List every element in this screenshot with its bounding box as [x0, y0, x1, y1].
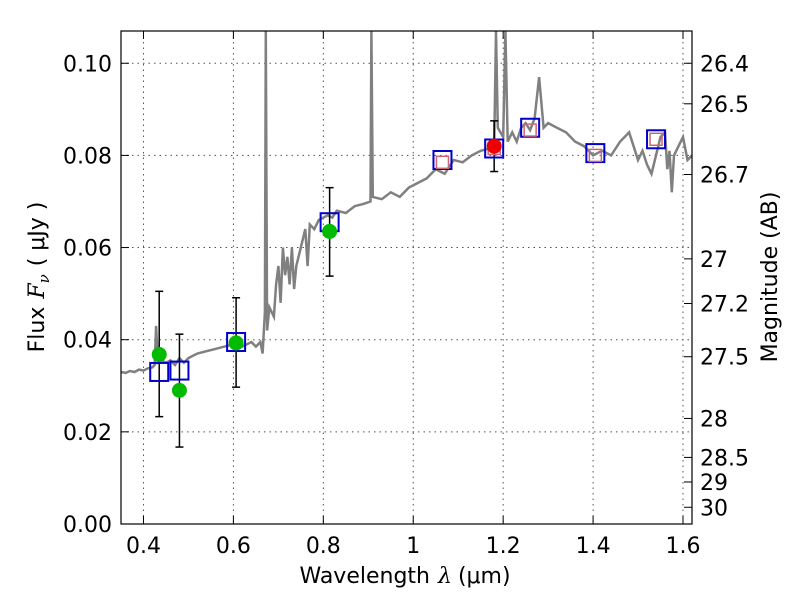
y-axis-ticks: 0.00 0.02 0.04 0.06 0.08 0.10: [63, 52, 129, 538]
x-tick-label: 0.6: [216, 534, 251, 559]
x-tick-label: 1: [406, 534, 420, 559]
plot-frame: [120, 30, 693, 525]
x-tick-label: 1.2: [486, 534, 521, 559]
grid-lines: [121, 31, 692, 525]
y-tick-label: 0.04: [63, 329, 112, 354]
y-tick-label: 0.08: [63, 144, 112, 169]
y-tick-label: 0.02: [63, 421, 112, 446]
magnitude-tick-label: 27.2: [700, 292, 749, 317]
x-tick-label: 1.6: [666, 534, 701, 559]
measured-point: [228, 335, 244, 351]
measured-point: [322, 223, 338, 239]
model-band-square: [169, 360, 190, 381]
magnitude-tick-label: 26.4: [700, 52, 749, 77]
magnitude-tick-label: 30: [700, 496, 728, 521]
pink-squares: [435, 123, 663, 170]
magnitude-tick-label: 28.5: [700, 446, 749, 471]
magnitude-tick-label: 28: [700, 407, 728, 432]
y-tick-label: 0.06: [63, 237, 112, 262]
y-tick-label: 0.10: [63, 52, 112, 77]
x-axis-ticks: 0.4 0.6 0.8 1 1.2 1.4 1.6: [126, 31, 701, 559]
y-tick-label: 0.00: [63, 513, 112, 538]
y-axis-label: FluxFν( μJy ): [25, 202, 53, 353]
pink-square: [588, 148, 603, 163]
x-tick-label: 0.4: [126, 534, 161, 559]
magnitude-tick-label: 26.5: [700, 93, 749, 118]
x-axis-label: Wavelength λ (μm): [299, 564, 510, 589]
x-tick-label: 0.8: [306, 534, 341, 559]
magnitude-tick-label: 26.7: [700, 163, 749, 188]
magnitude-tick-label: 27: [700, 248, 728, 273]
measured-point: [171, 382, 187, 398]
magnitude-tick-label: 27.5: [700, 346, 749, 371]
x-tick-label: 1.4: [576, 534, 611, 559]
magnitude-tick-label: 29: [700, 471, 728, 496]
model-band-squares: [149, 117, 667, 382]
model-spectrum-line: [121, 31, 692, 375]
measured-points: [151, 138, 502, 398]
magnitude-axis-label: Magnitude (AB): [758, 192, 783, 363]
model-band-square: [226, 332, 247, 353]
pink-square: [435, 155, 450, 170]
measured-point-red: [486, 138, 502, 154]
pink-square: [649, 132, 663, 147]
measured-point: [151, 346, 167, 362]
model-band-square: [149, 361, 170, 382]
model-band-square: [646, 129, 667, 150]
pink-square: [523, 123, 537, 137]
